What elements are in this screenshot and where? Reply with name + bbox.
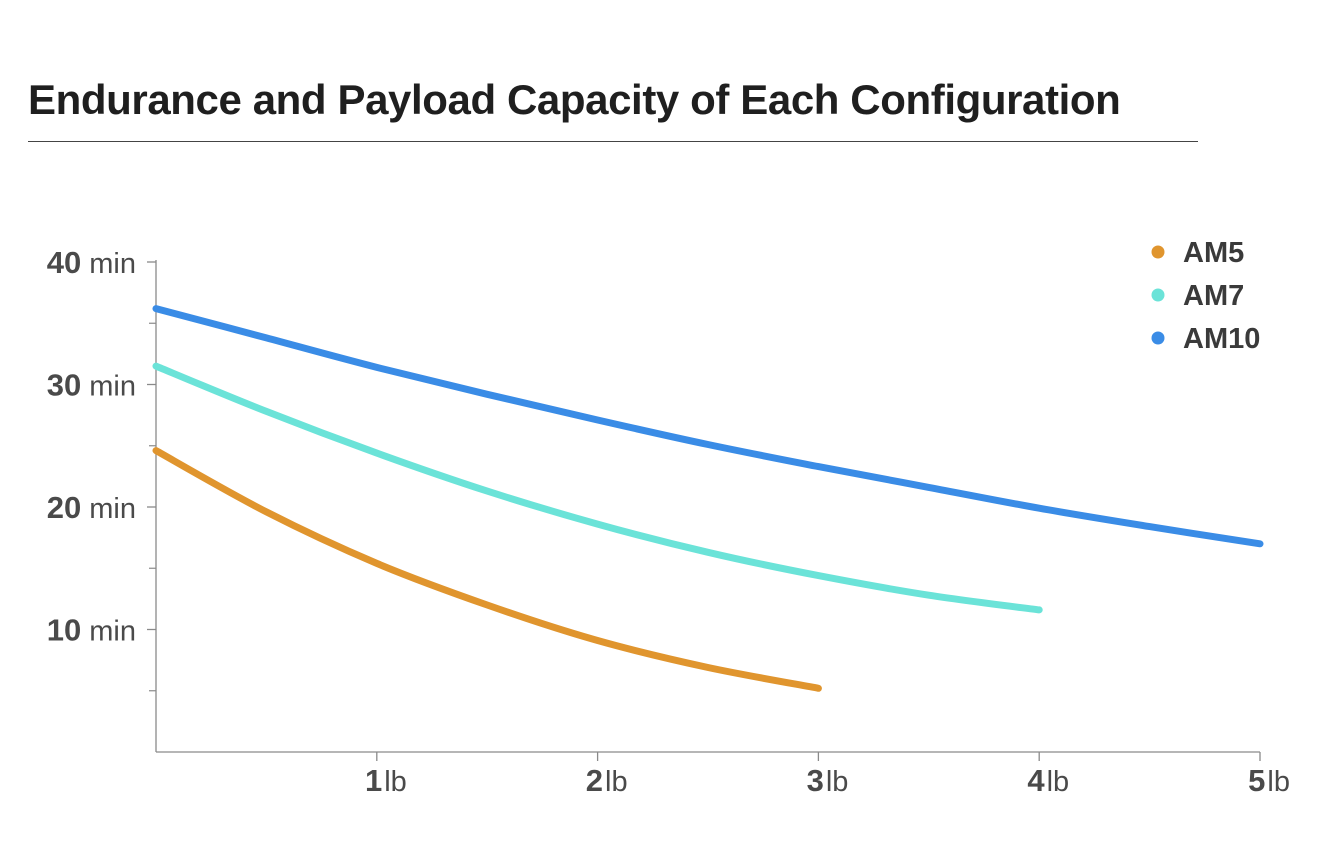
legend-item-am5: AM5 — [1151, 237, 1244, 269]
x-tick-unit: lb — [826, 766, 849, 798]
legend-swatch — [1151, 331, 1165, 345]
y-tick-number: 30 — [47, 368, 81, 403]
y-tick-label: 20 min — [47, 490, 136, 525]
y-tick-unit: min — [89, 493, 136, 525]
x-tick-label: 5lb — [1248, 763, 1290, 798]
x-tick-label: 1lb — [365, 763, 407, 798]
x-tick-unit: lb — [1267, 766, 1290, 798]
legend-swatch — [1151, 288, 1165, 302]
y-tick-unit: min — [89, 248, 136, 280]
x-tick-number: 3 — [807, 763, 824, 798]
title-divider — [28, 141, 1198, 142]
x-tick-number: 2 — [586, 763, 603, 798]
x-tick-number: 1 — [365, 763, 382, 798]
legend-label: AM10 — [1183, 323, 1260, 355]
y-tick-number: 20 — [47, 490, 81, 525]
y-tick-label: 30 min — [47, 368, 136, 403]
legend-label: AM7 — [1183, 280, 1244, 312]
x-tick-label: 3lb — [807, 763, 849, 798]
y-tick-label: 40 min — [47, 245, 136, 280]
y-tick-number: 40 — [47, 245, 81, 280]
legend-item-am10: AM10 — [1151, 323, 1260, 355]
series-line-am5 — [152, 447, 822, 692]
x-tick-unit: lb — [1047, 766, 1070, 798]
legend: AM5 AM7 AM10 — [1151, 237, 1260, 355]
series-line-am7 — [152, 362, 1043, 614]
legend-label: AM5 — [1183, 237, 1244, 269]
y-tick-label: 10 min — [47, 613, 136, 648]
y-tick-number: 10 — [47, 613, 81, 648]
series-line-am10 — [152, 305, 1264, 548]
legend-swatch — [1151, 245, 1165, 259]
chart-title: Endurance and Payload Capacity of Each C… — [28, 76, 1121, 123]
x-tick-label: 2lb — [586, 763, 628, 798]
series-lines — [152, 305, 1264, 692]
x-tick-unit: lb — [605, 766, 628, 798]
y-tick-unit: min — [89, 371, 136, 403]
x-tick-number: 4 — [1027, 763, 1045, 798]
x-tick-label: 4lb — [1027, 763, 1069, 798]
x-tick-unit: lb — [384, 766, 407, 798]
x-tick-number: 5 — [1248, 763, 1265, 798]
y-tick-unit: min — [89, 616, 136, 648]
legend-item-am7: AM7 — [1151, 280, 1244, 312]
